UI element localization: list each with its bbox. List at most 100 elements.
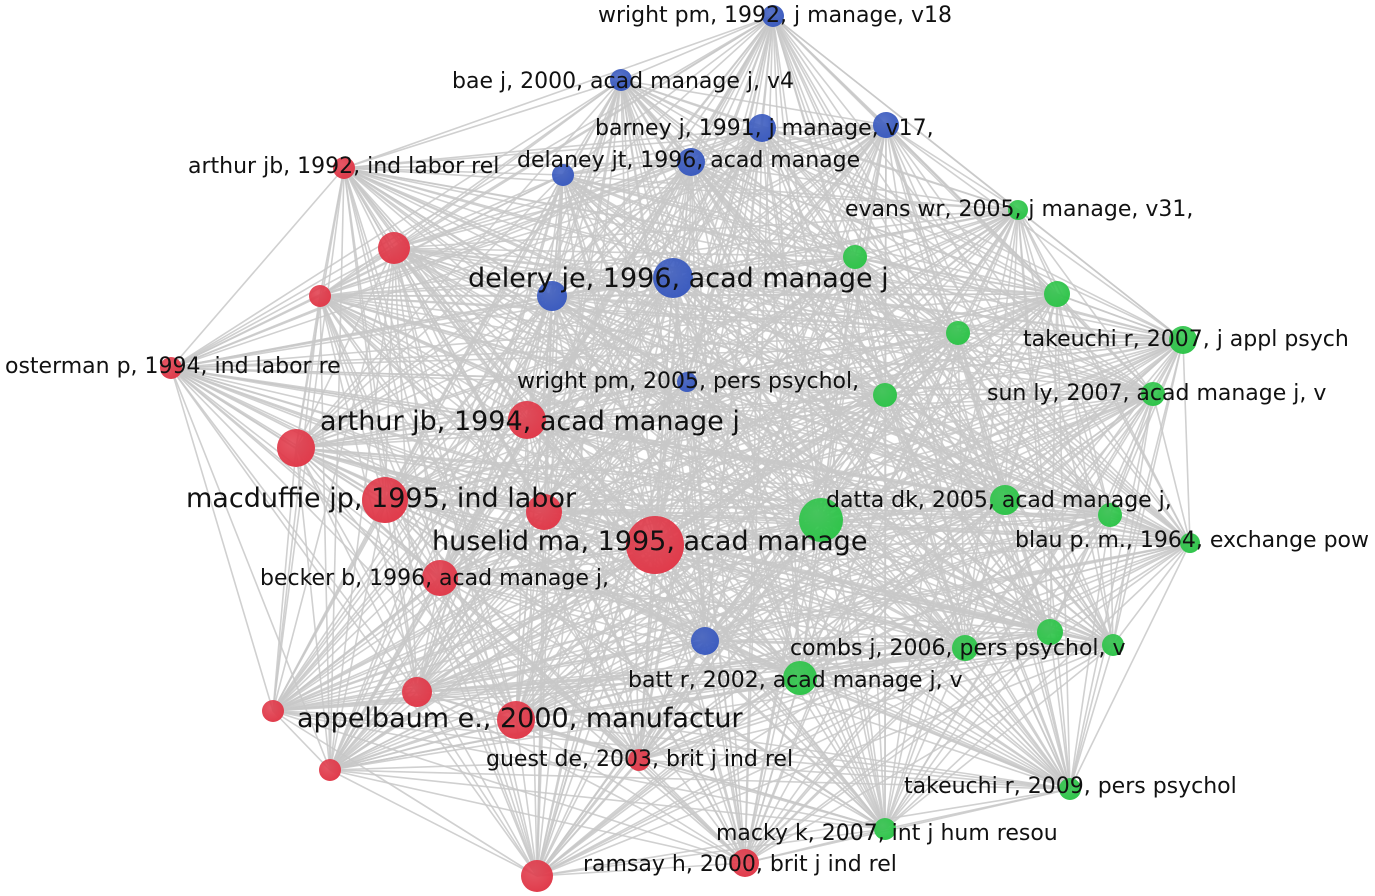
node-becker1996[interactable] bbox=[422, 560, 458, 596]
co-citation-edge bbox=[885, 124, 1111, 516]
co-citation-edge bbox=[964, 644, 1114, 649]
co-citation-edge bbox=[526, 419, 1051, 633]
co-citation-edge bbox=[672, 277, 1184, 341]
node-delery1996[interactable] bbox=[653, 258, 693, 298]
co-citation-edge bbox=[1017, 209, 1051, 633]
co-citation-edge bbox=[526, 394, 886, 421]
node-unl_red_5[interactable] bbox=[402, 677, 432, 707]
node-huselid1995[interactable] bbox=[626, 516, 684, 574]
node-unl_blue_1[interactable] bbox=[873, 112, 899, 138]
node-takeuchi2009[interactable] bbox=[1059, 778, 1081, 800]
co-citation-edge bbox=[295, 381, 688, 449]
co-citation-edge bbox=[384, 499, 418, 693]
node-arthur1992[interactable] bbox=[333, 157, 355, 179]
co-citation-edge bbox=[1056, 293, 1184, 341]
node-arthur1994[interactable] bbox=[508, 401, 546, 439]
node-combs2006[interactable] bbox=[952, 635, 978, 661]
co-citation-edge bbox=[416, 511, 545, 693]
node-sun2007[interactable] bbox=[1141, 382, 1165, 406]
co-citation-edge bbox=[319, 295, 688, 383]
node-unl_green_3[interactable] bbox=[946, 321, 970, 345]
co-citation-edge bbox=[329, 719, 517, 771]
co-citation-edge bbox=[884, 394, 1071, 790]
node-barney1991[interactable] bbox=[748, 114, 776, 142]
co-citation-edge bbox=[690, 161, 1019, 211]
co-citation-edge bbox=[536, 788, 1071, 877]
co-citation-edge bbox=[416, 691, 538, 877]
co-citation-edge bbox=[744, 828, 886, 864]
co-citation-edge bbox=[884, 293, 1058, 830]
co-citation-edge bbox=[295, 256, 856, 449]
co-citation-edge bbox=[439, 511, 545, 579]
node-unl_red_3[interactable] bbox=[277, 429, 315, 467]
node-unl_red_4[interactable] bbox=[526, 494, 562, 530]
co-citation-edge bbox=[272, 631, 1051, 712]
co-citation-edge bbox=[170, 367, 441, 579]
node-evans2005[interactable] bbox=[1008, 200, 1028, 220]
co-citation-edge bbox=[704, 640, 746, 864]
co-citation-edge bbox=[343, 127, 763, 169]
node-label-blau1964: blau p. m., 1964, exchange pow bbox=[1015, 528, 1369, 553]
node-datta2005[interactable] bbox=[990, 485, 1020, 515]
node-blau1964[interactable] bbox=[1180, 533, 1200, 553]
co-citation-edge bbox=[329, 644, 1114, 771]
node-unl_blue_3[interactable] bbox=[537, 281, 567, 311]
co-citation-edge bbox=[343, 167, 1111, 516]
node-label-evans2005: evans wr, 2005, j manage, v31, bbox=[845, 197, 1193, 222]
co-citation-edge bbox=[799, 499, 1006, 679]
co-citation-edge bbox=[1049, 631, 1071, 790]
node-ramsay2000[interactable] bbox=[731, 849, 759, 877]
co-citation-edge bbox=[638, 759, 886, 830]
node-unl_green_7[interactable] bbox=[1037, 619, 1063, 645]
co-citation-edge bbox=[638, 499, 1006, 761]
co-citation-edge bbox=[170, 367, 1071, 790]
co-citation-edge bbox=[343, 161, 692, 169]
node-unl_blue_4[interactable] bbox=[691, 627, 719, 655]
node-unl_red_6[interactable] bbox=[262, 700, 284, 722]
node-takeuchi2007[interactable] bbox=[1169, 326, 1197, 354]
co-citation-edge bbox=[416, 174, 564, 693]
node-delaney1996[interactable] bbox=[677, 148, 705, 176]
node-wright2005[interactable] bbox=[677, 372, 697, 392]
node-bae2000[interactable] bbox=[610, 69, 632, 91]
co-citation-edge bbox=[964, 499, 1006, 649]
co-citation-edge bbox=[854, 256, 959, 334]
node-unl_red_8[interactable] bbox=[521, 860, 553, 892]
co-citation-edge bbox=[515, 514, 1111, 721]
co-citation-edge bbox=[295, 447, 1191, 544]
co-citation-edge bbox=[536, 519, 822, 877]
co-citation-edge bbox=[686, 339, 1184, 383]
node-appelbaum2000[interactable] bbox=[497, 701, 535, 739]
co-citation-edge bbox=[393, 209, 1019, 249]
co-citation-edge bbox=[964, 542, 1191, 649]
co-citation-edge bbox=[343, 167, 1019, 211]
node-unl_green_4[interactable] bbox=[873, 383, 897, 407]
co-citation-edge bbox=[1017, 209, 1184, 341]
co-citation-edge bbox=[854, 124, 887, 258]
node-label-combs2006: combs j, 2006, pers psychol, v bbox=[790, 636, 1126, 661]
co-citation-edge bbox=[638, 759, 1071, 790]
co-citation-edge bbox=[884, 394, 1191, 544]
node-unl_blue_2[interactable] bbox=[552, 164, 574, 186]
co-citation-edge bbox=[170, 295, 321, 369]
node-osterman1994[interactable] bbox=[160, 357, 182, 379]
node-wright1992[interactable] bbox=[762, 5, 784, 27]
node-macduffie1995[interactable] bbox=[362, 477, 408, 523]
co-citation-edge bbox=[672, 277, 1191, 544]
co-citation-edge bbox=[551, 256, 856, 297]
node-batt2002[interactable] bbox=[783, 661, 817, 695]
node-unl_green_5[interactable] bbox=[799, 498, 843, 542]
co-citation-edge bbox=[690, 124, 887, 163]
co-citation-edge bbox=[319, 124, 887, 297]
node-guest2003[interactable] bbox=[628, 749, 650, 771]
node-unl_red_2[interactable] bbox=[309, 285, 331, 307]
node-unl_green_8[interactable] bbox=[1102, 634, 1124, 656]
node-macky2007[interactable] bbox=[874, 818, 896, 840]
node-unl_green_2[interactable] bbox=[1044, 281, 1070, 307]
node-unl_red_7[interactable] bbox=[319, 759, 341, 781]
node-label-wright2005: wright pm, 2005, pers psychol, bbox=[517, 369, 859, 394]
co-citation-edge bbox=[1112, 393, 1154, 646]
node-unl_green_1[interactable] bbox=[843, 245, 867, 269]
node-unl_red_1[interactable] bbox=[378, 232, 410, 264]
node-unl_green_6[interactable] bbox=[1098, 503, 1122, 527]
